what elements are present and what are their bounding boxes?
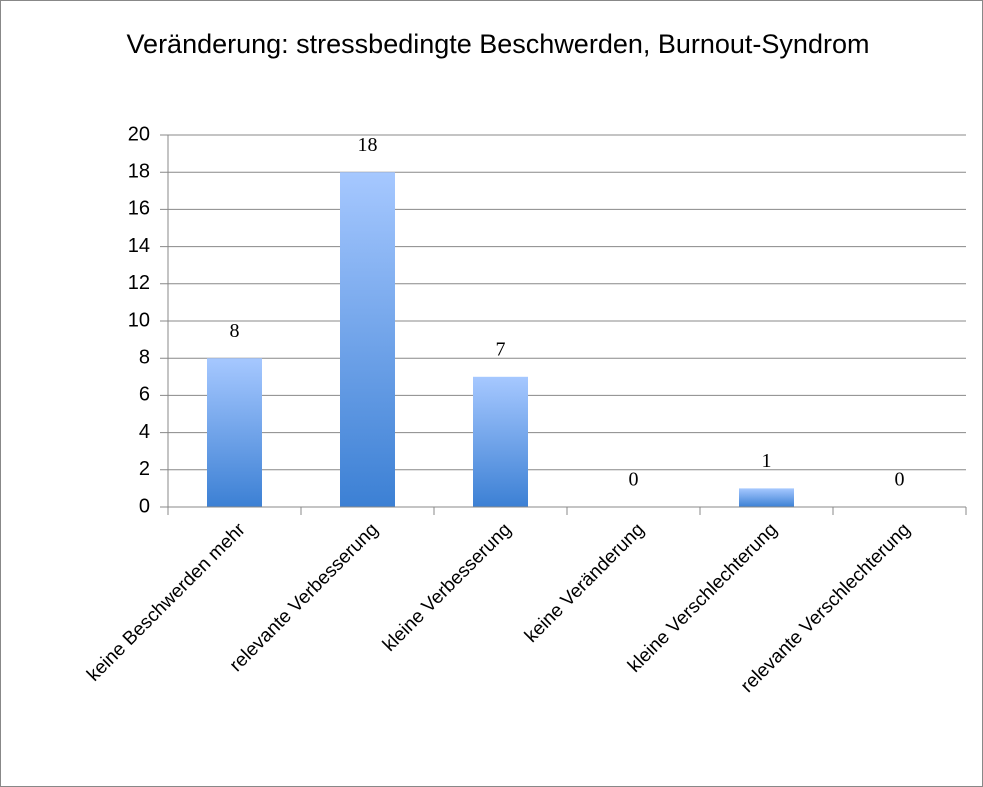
- data-label: 0: [629, 469, 639, 491]
- chart-title: Veränderung: stressbedingte Beschwerden,…: [126, 29, 870, 59]
- x-tick-label: relevante Verbesserung: [226, 519, 383, 676]
- y-tick-label: 0: [139, 495, 150, 517]
- y-tick-label: 12: [128, 272, 150, 294]
- y-tick-label: 4: [139, 421, 150, 443]
- data-label: 7: [496, 338, 506, 360]
- data-label: 18: [358, 134, 378, 156]
- data-label: 1: [762, 450, 772, 472]
- bar: [473, 376, 528, 507]
- y-tick-label: 10: [128, 309, 150, 331]
- data-label: 8: [230, 320, 240, 342]
- y-tick-label: 20: [128, 123, 150, 145]
- y-tick-label: 2: [139, 458, 150, 480]
- y-tick-label: 14: [128, 235, 150, 257]
- bar: [340, 172, 395, 507]
- bar: [207, 358, 262, 507]
- x-tick-label: keine Veränderung: [521, 519, 649, 647]
- data-label: 0: [895, 469, 905, 491]
- y-tick-label: 6: [139, 384, 150, 406]
- x-tick-label: kleine Verbesserung: [379, 519, 516, 656]
- y-tick-label: 18: [128, 160, 150, 182]
- y-tick-label: 8: [139, 346, 150, 368]
- y-tick-label: 16: [128, 198, 150, 220]
- x-tick-label: kleine Verschlechterung: [624, 519, 782, 677]
- bar: [739, 488, 794, 507]
